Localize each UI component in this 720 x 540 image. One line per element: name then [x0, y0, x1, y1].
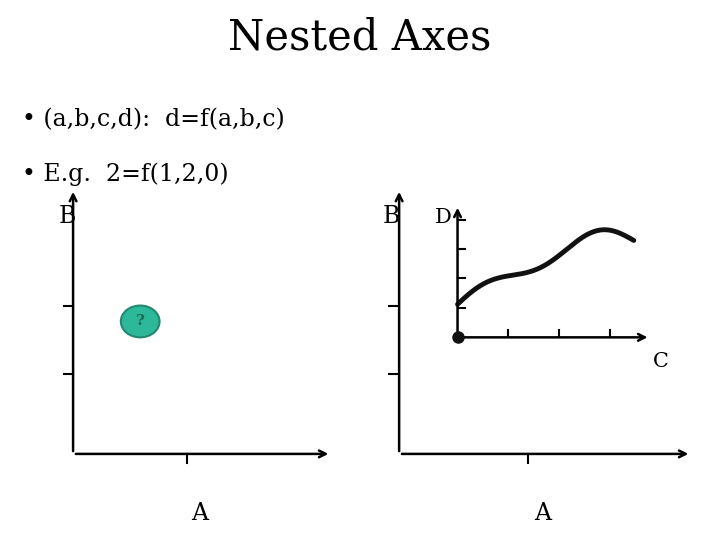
Ellipse shape — [121, 306, 160, 338]
Text: A: A — [534, 502, 551, 525]
Text: • (a,b,c,d):  d=f(a,b,c): • (a,b,c,d): d=f(a,b,c) — [22, 108, 284, 131]
Text: Nested Axes: Nested Axes — [228, 16, 492, 58]
Text: ?: ? — [136, 314, 145, 328]
Text: C: C — [653, 352, 669, 371]
Text: B: B — [383, 205, 400, 228]
Text: B: B — [58, 205, 76, 228]
Text: A: A — [192, 502, 208, 525]
Text: • E.g.  2=f(1,2,0): • E.g. 2=f(1,2,0) — [22, 162, 228, 186]
Text: D: D — [435, 207, 451, 227]
